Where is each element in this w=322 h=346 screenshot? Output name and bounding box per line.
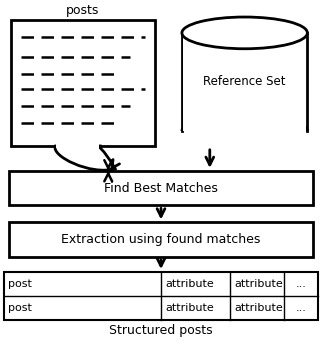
Bar <box>9 171 313 206</box>
Text: Find Best Matches: Find Best Matches <box>104 182 218 194</box>
Text: posts: posts <box>66 4 99 17</box>
Text: ...: ... <box>296 279 307 289</box>
Text: post: post <box>8 303 32 313</box>
Text: attribute: attribute <box>234 279 283 289</box>
Bar <box>182 33 308 131</box>
Bar <box>4 272 318 319</box>
Text: Structured posts: Structured posts <box>109 325 213 337</box>
PathPatch shape <box>55 146 115 170</box>
Text: post: post <box>8 279 32 289</box>
Text: Extraction using found matches: Extraction using found matches <box>61 233 261 246</box>
Bar <box>183 33 306 131</box>
Bar <box>56 144 99 148</box>
Bar <box>11 20 155 146</box>
Text: ...: ... <box>296 303 307 313</box>
Text: attribute: attribute <box>234 303 283 313</box>
Text: Reference Set: Reference Set <box>204 75 286 89</box>
Text: attribute: attribute <box>165 279 214 289</box>
Text: attribute: attribute <box>165 303 214 313</box>
Ellipse shape <box>182 17 308 49</box>
Bar <box>9 222 313 257</box>
